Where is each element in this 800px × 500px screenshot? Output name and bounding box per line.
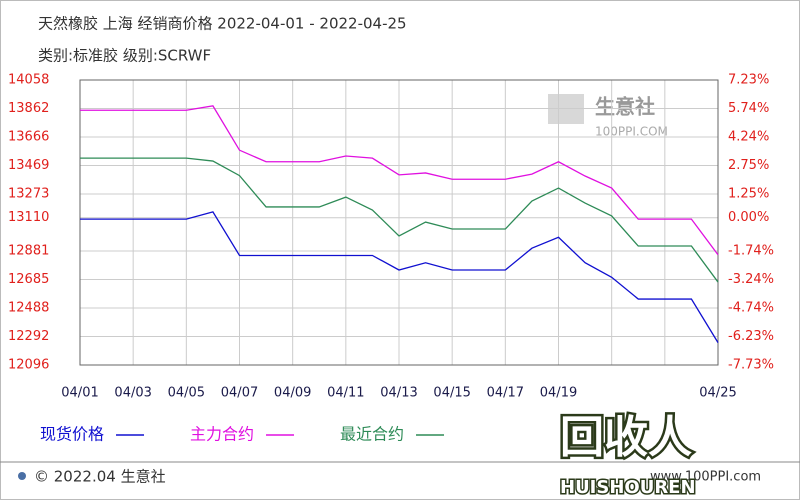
plot-border: [79, 79, 719, 366]
y2-tick-label: -7.73%: [728, 358, 774, 373]
x-tick-label: 04/11: [327, 386, 364, 401]
x-tick-label: 04/19: [540, 386, 577, 401]
chart-title: 天然橡胶 上海 经销商价格 2022-04-01 - 2022-04-25: [38, 15, 407, 33]
y-tick-label: 12096: [8, 358, 49, 373]
watermark-icon: [548, 94, 584, 124]
x-tick-label: 04/17: [487, 386, 524, 401]
logo-site: HUISHOUREN: [560, 477, 696, 498]
legend-label: 最近合约: [340, 425, 404, 444]
x-tick-label: 04/03: [114, 386, 151, 401]
y2-tick-label: 5.74%: [728, 101, 769, 116]
y2-tick-label: 1.25%: [728, 186, 769, 201]
y-tick-label: 12881: [8, 243, 49, 258]
y-tick-label: 14058: [8, 73, 49, 88]
y2-tick-label: -1.74%: [728, 243, 774, 258]
legend-label: 主力合约: [190, 425, 254, 444]
y-tick-label: 12488: [8, 301, 49, 316]
y-tick-label: 12292: [8, 329, 49, 344]
y-tick-label: 13862: [8, 101, 49, 116]
watermark-site: 100PPI.COM: [595, 125, 668, 139]
y-tick-label: 13110: [8, 210, 49, 225]
y2-tick-label: -3.24%: [728, 272, 774, 287]
series-line: [80, 211, 719, 343]
series-line: [80, 157, 719, 283]
series-line: [80, 105, 719, 256]
y-tick-label: 13469: [8, 158, 49, 173]
y2-tick-label: -4.74%: [728, 301, 774, 316]
watermark: 生意社: [595, 95, 655, 119]
x-tick-label: 04/25: [699, 386, 736, 401]
footer-dot: [18, 472, 26, 480]
x-tick-label: 04/09: [274, 386, 311, 401]
y2-tick-label: 2.75%: [728, 158, 769, 173]
logo: 回收人: [560, 412, 692, 463]
y2-tick-label: 4.24%: [728, 129, 769, 144]
legend-label: 现货价格: [40, 425, 104, 444]
footer-right: www.100PPI.com: [650, 470, 761, 485]
y-tick-label: 13273: [8, 187, 49, 202]
x-tick-label: 04/13: [380, 386, 417, 401]
footer-left: © 2022.04 生意社: [34, 468, 166, 486]
y2-tick-label: -6.23%: [728, 329, 774, 344]
y-tick-label: 12685: [8, 272, 49, 287]
x-tick-label: 04/15: [433, 386, 470, 401]
x-tick-label: 04/01: [61, 386, 98, 401]
y2-tick-label: 0.00%: [728, 210, 769, 225]
chart-subtitle: 类别:标准胶 级别:SCRWF: [38, 47, 211, 65]
y-tick-label: 13666: [8, 129, 49, 144]
x-tick-label: 04/05: [168, 386, 205, 401]
x-tick-label: 04/07: [221, 386, 258, 401]
y2-tick-label: 7.23%: [728, 73, 769, 88]
